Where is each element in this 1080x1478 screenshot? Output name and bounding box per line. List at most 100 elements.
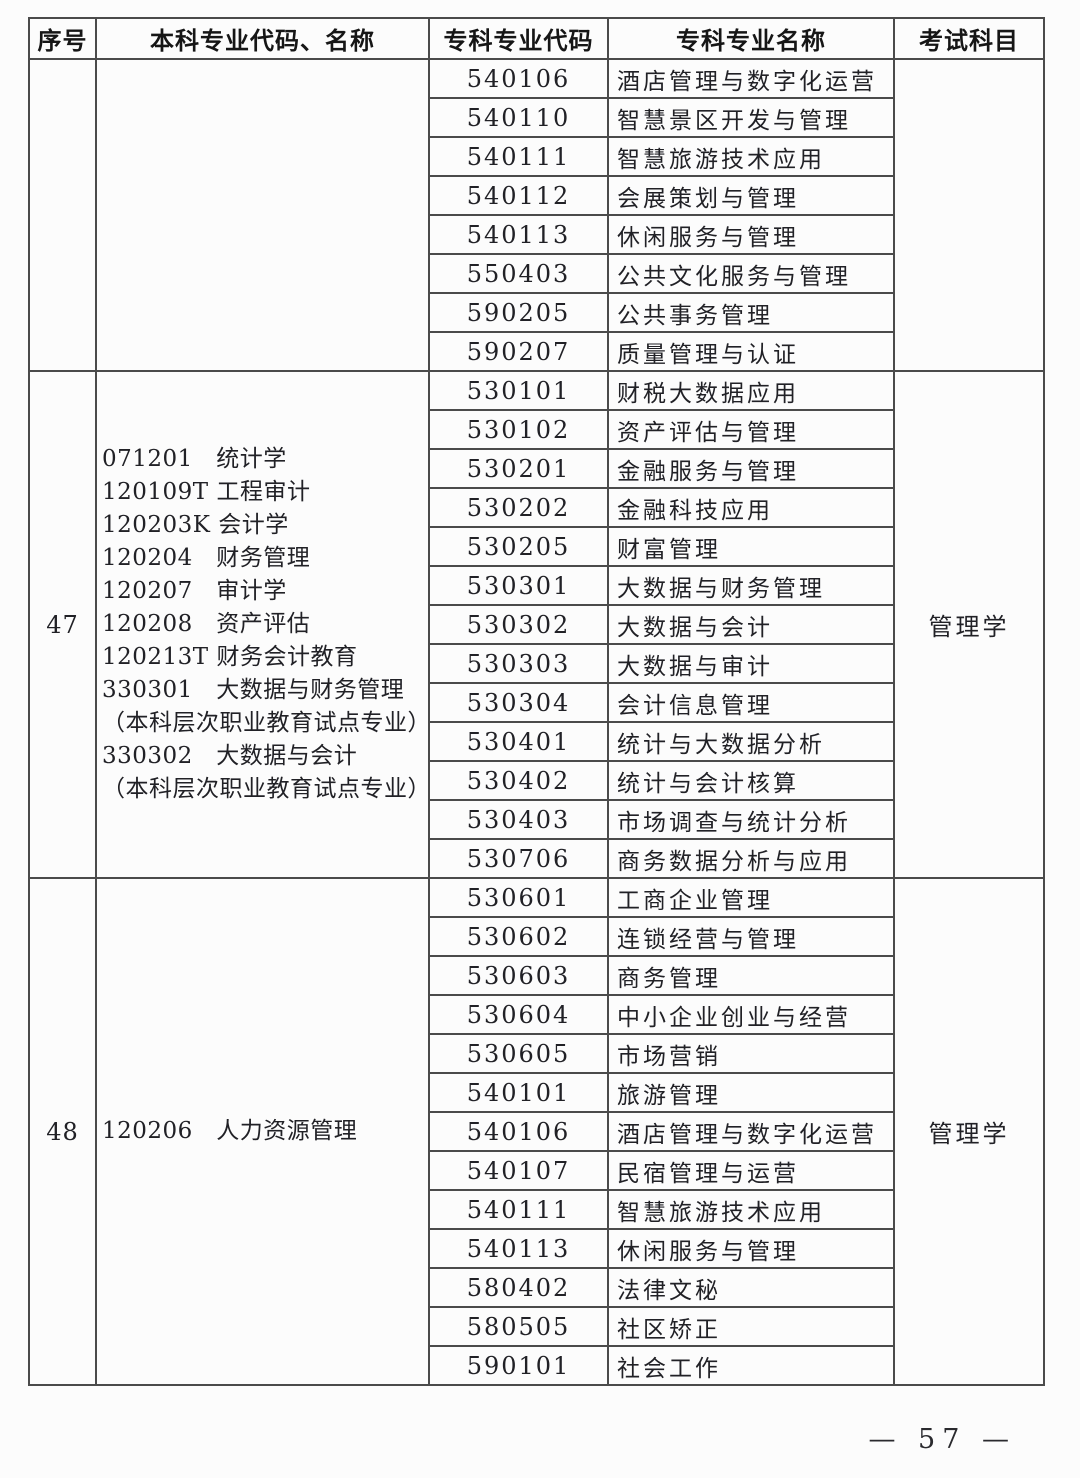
college-major-row: 540113 休闲服务与管理 <box>29 214 1044 255</box>
college-major-name-cell: 质量管理与认证 <box>607 331 895 372</box>
college-major-row: 580402 法律文秘 <box>29 1267 1044 1308</box>
college-major-name-cell: 酒店管理与数字化运营 <box>607 1111 895 1152</box>
majors-mapping-table: 序号 本科专业代码、名称 专科专业代码 专科专业名称 考试科目 540106 酒店… <box>28 17 1045 1386</box>
college-major-code-cell: 540101 <box>428 1072 609 1113</box>
exam-subject-cell: 管理学 <box>893 370 1045 879</box>
college-major-row: 530202 金融科技应用 <box>29 487 1044 528</box>
college-major-code-cell: 530602 <box>428 916 609 957</box>
college-major-name-cell: 中小企业创业与经营 <box>607 994 895 1035</box>
college-major-row: 530604 中小企业创业与经营 <box>29 994 1044 1035</box>
college-major-name-cell: 会展策划与管理 <box>607 175 895 216</box>
college-major-code-cell: 530303 <box>428 643 609 684</box>
college-major-code-cell: 590207 <box>428 331 609 372</box>
college-major-row: 540110 智慧景区开发与管理 <box>29 97 1044 138</box>
college-major-code-cell: 530205 <box>428 526 609 567</box>
college-major-row: 540107 民宿管理与运营 <box>29 1150 1044 1191</box>
college-major-name-cell: 休闲服务与管理 <box>607 214 895 255</box>
college-major-row: 580505 社区矫正 <box>29 1306 1044 1347</box>
college-major-row: 530605 市场营销 <box>29 1033 1044 1074</box>
college-major-code-cell: 540106 <box>428 58 609 99</box>
college-major-name-cell: 旅游管理 <box>607 1072 895 1113</box>
college-major-name-cell: 商务管理 <box>607 955 895 996</box>
undergrad-major-line: 120204 财务管理 <box>102 545 311 571</box>
college-major-code-cell: 540106 <box>428 1111 609 1152</box>
undergrad-major-line: 071201 统计学 <box>102 446 287 472</box>
undergrad-majors-cell: 120206 人力资源管理 <box>95 877 430 1386</box>
college-major-name-cell: 市场营销 <box>607 1033 895 1074</box>
college-major-row: 590207 质量管理与认证 <box>29 331 1044 372</box>
college-major-code-cell: 540111 <box>428 136 609 177</box>
college-major-row: 530205 财富管理 <box>29 526 1044 567</box>
college-major-code-cell: 530101 <box>428 370 609 411</box>
page-number: — 57 — <box>868 1424 1016 1455</box>
college-major-row: 530602 连锁经营与管理 <box>29 916 1044 957</box>
college-major-code-cell: 530605 <box>428 1033 609 1074</box>
college-major-code-cell: 590205 <box>428 292 609 333</box>
college-major-row: 550403 公共文化服务与管理 <box>29 253 1044 294</box>
serial-number-cell: 48 <box>28 877 97 1386</box>
college-major-row: 530403 市场调查与统计分析 <box>29 799 1044 840</box>
undergrad-major-line: 120207 审计学 <box>102 578 287 604</box>
college-major-name-cell: 统计与会计核算 <box>607 760 895 801</box>
table-body: 540106 酒店管理与数字化运营 540110 智慧景区开发与管理 540111 智慧旅… <box>28 58 1045 1386</box>
college-major-name-cell: 智慧旅游技术应用 <box>607 1189 895 1230</box>
college-major-name-cell: 市场调查与统计分析 <box>607 799 895 840</box>
college-major-name-cell: 金融科技应用 <box>607 487 895 528</box>
college-major-row: 590205 公共事务管理 <box>29 292 1044 333</box>
undergrad-major-line: 330301 大数据与财务管理 <box>102 677 405 703</box>
college-major-name-cell: 资产评估与管理 <box>607 409 895 450</box>
undergrad-major-line: 120213T 财务会计教育 <box>102 644 358 670</box>
col-header-college-name: 专科专业名称 <box>607 17 895 60</box>
serial-number-cell: 47 <box>28 370 97 879</box>
college-major-name-cell: 工商企业管理 <box>607 877 895 918</box>
college-major-name-cell: 财富管理 <box>607 526 895 567</box>
college-major-code-cell: 530302 <box>428 604 609 645</box>
col-header-serial: 序号 <box>28 17 97 60</box>
college-major-code-cell: 530102 <box>428 409 609 450</box>
college-major-code-cell: 530402 <box>428 760 609 801</box>
college-major-code-cell: 540110 <box>428 97 609 138</box>
college-major-code-cell: 530301 <box>428 565 609 606</box>
college-major-code-cell: 530604 <box>428 994 609 1035</box>
undergrad-major-line: （本科层次职业教育试点专业） <box>102 776 431 802</box>
college-major-name-cell: 公共事务管理 <box>607 292 895 333</box>
college-major-code-cell: 580402 <box>428 1267 609 1308</box>
college-major-name-cell: 大数据与财务管理 <box>607 565 895 606</box>
college-major-name-cell: 法律文秘 <box>607 1267 895 1308</box>
college-major-name-cell: 智慧旅游技术应用 <box>607 136 895 177</box>
college-major-code-cell: 540111 <box>428 1189 609 1230</box>
college-major-code-cell: 540113 <box>428 214 609 255</box>
undergrad-majors-cell <box>95 58 430 372</box>
college-major-code-cell: 530706 <box>428 838 609 879</box>
college-major-row: 540112 会展策划与管理 <box>29 175 1044 216</box>
college-major-row: 530302 大数据与会计 <box>29 604 1044 645</box>
college-major-row: 530102 资产评估与管理 <box>29 409 1044 450</box>
college-major-row: 530603 商务管理 <box>29 955 1044 996</box>
college-major-row: 530401 统计与大数据分析 <box>29 721 1044 762</box>
college-major-code-cell: 530202 <box>428 487 609 528</box>
exam-subject-cell <box>893 58 1045 372</box>
college-major-name-cell: 会计信息管理 <box>607 682 895 723</box>
college-major-row: 530301 大数据与财务管理 <box>29 565 1044 606</box>
college-major-name-cell: 财税大数据应用 <box>607 370 895 411</box>
college-major-row: 540111 智慧旅游技术应用 <box>29 136 1044 177</box>
college-major-code-cell: 530304 <box>428 682 609 723</box>
undergrad-major-line: 120203K 会计学 <box>102 512 289 538</box>
college-major-code-cell: 540113 <box>428 1228 609 1269</box>
col-header-exam-subject: 考试科目 <box>893 17 1045 60</box>
college-major-row: 530201 金融服务与管理 <box>29 448 1044 489</box>
college-major-code-cell: 530201 <box>428 448 609 489</box>
college-major-row: 47 071201 统计学 120109T 工程审计 120203K 会计学 12020… <box>28 370 1045 879</box>
college-major-row: 540106 酒店管理与数字化运营 <box>28 58 1045 372</box>
college-major-code-cell: 550403 <box>428 253 609 294</box>
undergrad-major-line: 330302 大数据与会计 <box>102 743 358 769</box>
college-major-name-cell: 智慧景区开发与管理 <box>607 97 895 138</box>
college-major-row: 590101 社会工作 <box>29 1345 1044 1386</box>
college-major-row: 540106 酒店管理与数字化运营 <box>29 1111 1044 1152</box>
table-header: 序号 本科专业代码、名称 专科专业代码 专科专业名称 考试科目 <box>28 17 1045 60</box>
undergrad-majors-cell: 071201 统计学 120109T 工程审计 120203K 会计学 120204 … <box>95 370 431 879</box>
college-major-row: 530303 大数据与审计 <box>29 643 1044 684</box>
exam-subject-cell: 管理学 <box>893 877 1045 1386</box>
college-major-row: 530402 统计与会计核算 <box>29 760 1044 801</box>
